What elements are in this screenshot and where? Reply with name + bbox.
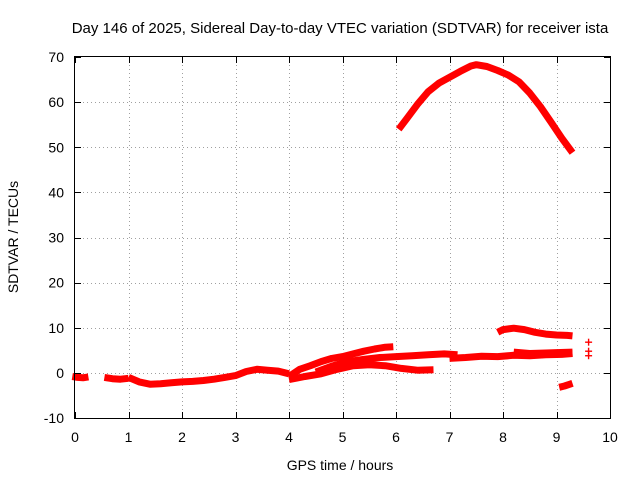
x-tick-label: 1 [125,429,133,445]
series-seg-i [496,324,573,340]
x-tick-label: 7 [446,429,454,445]
plot-frame [74,56,611,419]
x-tick-label: 4 [285,429,293,445]
x-tick-label: 9 [553,429,561,445]
y-tick-label: 50 [48,139,64,155]
x-tick-label: 10 [602,429,618,445]
series-seg-c [127,365,290,388]
series-seg-j [558,379,574,391]
series-seg-d [287,343,394,380]
y-tick-label: -10 [44,410,64,426]
x-tick-label: 3 [232,429,240,445]
x-tick-label: 8 [499,429,507,445]
data-series [71,61,593,391]
x-tick-label: 5 [339,429,347,445]
axis-ticks [75,57,611,419]
series-seg-h [513,348,573,357]
y-tick-label: 10 [48,320,64,336]
chart-title: Day 146 of 2025, Sidereal Day-to-day VTE… [72,20,609,37]
x-tick-label: 6 [392,429,400,445]
y-tick-label: 0 [56,365,64,381]
series-seg-b [103,373,129,383]
series-seg-e [288,361,434,384]
y-tick-label: 70 [48,49,64,65]
y-tick-label: 40 [48,184,64,200]
series-seg-k [395,61,576,155]
data-point-marker [585,338,593,346]
x-axis-label: GPS time / hours [287,457,394,473]
x-tick-label: 0 [71,429,79,445]
series-seg-f [314,350,458,376]
data-point-marker [585,352,593,360]
y-tick-label: 60 [48,94,64,110]
x-tick-label: 2 [178,429,186,445]
y-axis-label: SDTVAR / TECUs [5,181,21,293]
grid [75,57,610,418]
y-tick-label: 30 [48,230,64,246]
y-tick-label: 20 [48,275,64,291]
